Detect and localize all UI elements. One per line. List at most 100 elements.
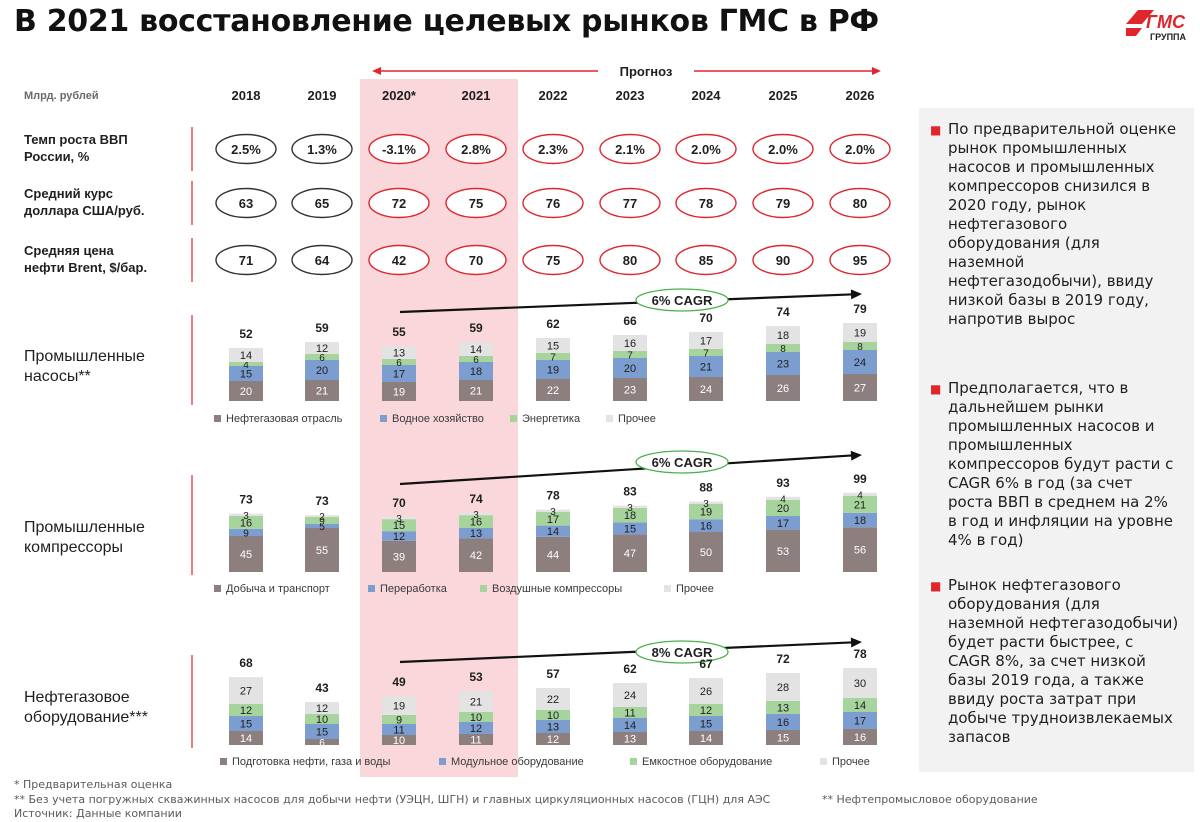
bar-segment	[536, 360, 570, 379]
bar-segment-label: 15	[316, 727, 328, 739]
bar-segment-label: 14	[470, 344, 482, 356]
bar-segment	[843, 323, 877, 342]
commentary-panel	[919, 108, 1194, 772]
bar-segment	[689, 678, 723, 704]
logo-text-sub: ГРУППА	[1150, 32, 1187, 42]
bar-total-label: 79	[853, 302, 867, 316]
bar-segment-label: 10	[547, 710, 559, 722]
bar-segment	[459, 712, 493, 722]
bar-segment-label: 2	[319, 512, 325, 523]
cagr-trend-line	[399, 641, 855, 664]
legend-swatch	[480, 585, 487, 592]
bar-segment	[305, 528, 339, 572]
bar-segment	[689, 504, 723, 520]
bar-total-label: 72	[776, 652, 790, 666]
legend-entry: Прочее	[618, 413, 656, 425]
bar-segment-label: 12	[393, 531, 405, 543]
bar-segment-label: 47	[624, 548, 636, 560]
page-title: В 2021 восстановление целевых рынков ГМС…	[14, 4, 879, 39]
bar-segment	[459, 356, 493, 362]
indicator-value-oval	[829, 133, 891, 165]
bar-segment-label: 18	[624, 510, 636, 522]
arrow-left-icon	[372, 67, 381, 75]
section-title-line2: насосы**	[24, 368, 91, 385]
bar-segment	[689, 704, 723, 716]
cagr-badge	[635, 288, 729, 312]
bar-segment	[536, 338, 570, 353]
bar-total-label: 49	[392, 675, 406, 689]
bar-segment	[766, 326, 800, 344]
footnote-source: Источник: Данные компании	[14, 807, 182, 820]
year-header: 2023	[616, 88, 645, 103]
bullet-1: ■ По предварительной оценке рынок промыш…	[930, 120, 1180, 329]
indicator-label: нефти Brent, $/бар.	[24, 260, 147, 275]
bar-segment-label: 3	[396, 514, 402, 525]
indicator-value: 79	[776, 196, 790, 211]
bar-segment-label: 24	[854, 357, 866, 369]
bar-segment-label: 28	[777, 682, 789, 694]
bar-total-label: 74	[776, 305, 790, 319]
bar-total-label: 70	[699, 311, 713, 325]
logo-text-main: ГМС	[1146, 12, 1186, 32]
bar-segment-label: 17	[854, 716, 866, 728]
indicator-value: 2.1%	[615, 142, 645, 157]
bullet-3: ■ Рынок нефтегазового оборудования (для …	[930, 576, 1180, 747]
bar-segment	[766, 701, 800, 714]
bar-segment-label: 39	[393, 551, 405, 563]
bar-segment-label: 19	[547, 365, 559, 377]
bar-segment-label: 8	[780, 344, 786, 355]
legend-swatch	[220, 758, 227, 765]
bar-segment-label: 42	[470, 550, 482, 562]
indicator-label: России, %	[24, 149, 90, 164]
bar-segment-label: 21	[854, 499, 866, 511]
bar-segment	[305, 380, 339, 401]
cagr-label: 8% CAGR	[652, 645, 713, 660]
cagr-arrowhead-icon	[850, 450, 862, 461]
bar-segment	[613, 707, 647, 718]
bar-total-label: 43	[315, 681, 329, 695]
bar-segment-label: 16	[700, 521, 712, 533]
bar-segment	[382, 359, 416, 365]
bar-segment	[766, 344, 800, 352]
bar-segment	[766, 730, 800, 745]
footnote-oilfield: ** Нефтепромысловое оборудование	[822, 793, 1038, 806]
cagr-label: 6% CAGR	[652, 293, 713, 308]
bar-segment-label: 12	[547, 734, 559, 746]
legend-swatch	[214, 585, 221, 592]
bar-segment	[382, 696, 416, 715]
bar-total-label: 68	[239, 656, 253, 670]
bar-segment-label: 22	[547, 694, 559, 706]
indicator-value-oval	[675, 187, 737, 219]
indicator-value-oval	[752, 187, 814, 219]
bar-segment	[766, 352, 800, 375]
bar-segment	[229, 381, 263, 401]
indicator-value-oval	[599, 133, 661, 165]
bar-segment-label: 15	[240, 719, 252, 731]
indicator-value: 2.0%	[768, 142, 798, 157]
bar-segment	[689, 332, 723, 349]
bar-segment	[382, 715, 416, 724]
bar-segment-label: 3	[550, 507, 556, 518]
bar-segment-label: 20	[624, 363, 636, 375]
bar-segment	[843, 729, 877, 745]
bar-segment-label: 27	[240, 686, 252, 698]
cagr-trend-line	[399, 293, 855, 314]
indicator-value-oval	[522, 187, 584, 219]
bar-segment	[459, 734, 493, 745]
bar-segment-label: 24	[700, 384, 712, 396]
indicator-value-oval	[368, 133, 430, 165]
bar-segment	[382, 365, 416, 382]
indicator-value-oval	[215, 244, 277, 276]
bar-segment	[536, 710, 570, 720]
legend-swatch	[664, 585, 671, 592]
bar-segment	[459, 512, 493, 516]
bar-total-label: 53	[469, 670, 483, 684]
bar-segment	[229, 513, 263, 516]
indicator-value: 2.5%	[231, 142, 261, 157]
bar-segment-label: 24	[624, 690, 636, 702]
bar-segment	[305, 702, 339, 714]
bar-segment-label: 21	[316, 386, 328, 398]
bar-segment-label: 4	[780, 494, 786, 505]
bar-segment	[229, 366, 263, 381]
